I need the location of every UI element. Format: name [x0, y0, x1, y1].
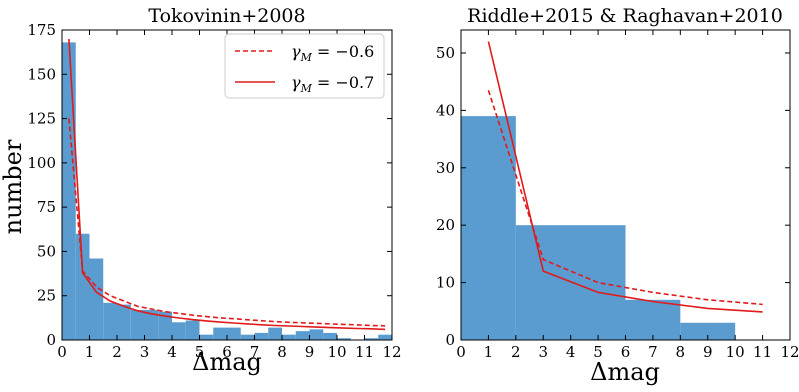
left-y-tick-label: 100	[27, 154, 56, 172]
left-bar	[240, 334, 255, 340]
left-bar	[172, 322, 186, 340]
left-x-tick-label: 0	[57, 343, 67, 361]
right-bar	[680, 322, 736, 340]
left-y-tick-label: 150	[27, 65, 56, 83]
right-x-tick-label: 1	[484, 343, 494, 361]
right-series-solid-line	[487, 41, 763, 313]
left-x-tick-label: 8	[277, 343, 287, 361]
left-x-tick-label: 1	[85, 343, 95, 361]
right-x-tick-label: 10	[726, 343, 745, 361]
left-bar	[227, 327, 241, 340]
left-histogram-bars	[62, 42, 392, 341]
left-y-tick-label: 0	[46, 331, 56, 349]
left-bar	[323, 332, 337, 340]
legend-entry-0: γM = −0.6	[291, 42, 374, 64]
left-bar	[144, 309, 159, 340]
right-x-tick-label: 6	[621, 343, 631, 361]
left-bar	[337, 338, 351, 340]
left-bar	[364, 338, 379, 340]
right-chart-title: Riddle+2015 & Raghavan+2010	[467, 5, 783, 27]
right-x-tick-label: 9	[703, 343, 713, 361]
left-x-tick-label: 5	[195, 343, 205, 361]
left-x-tick-label: 11	[355, 343, 374, 361]
left-y-axis-label: number	[0, 139, 27, 234]
left-panel: Tokovinin+2008 0 1 2 3 4 5 6 7 8 9 10 11 12025507510…	[0, 5, 402, 376]
left-bar	[309, 329, 324, 340]
right-x-tick-label: 5	[593, 343, 603, 361]
right-y-tick-label: 30	[436, 159, 455, 177]
right-y-tick-label: 40	[436, 101, 455, 119]
right-histogram-bars	[461, 116, 736, 340]
left-bar	[62, 42, 76, 341]
right-x-tick-label: 12	[780, 343, 799, 361]
right-x-tick-label: 8	[676, 343, 686, 361]
right-x-tick-label: 2	[511, 343, 521, 361]
left-x-tick-label: 2	[112, 343, 122, 361]
right-x-tick-label: 4	[566, 343, 576, 361]
left-x-axis-label: Δmag	[192, 348, 262, 376]
right-y-tick-label: 10	[436, 274, 455, 292]
legend: γM = −0.6 γM = −0.7	[224, 33, 385, 99]
left-x-tick-label: 10	[327, 343, 346, 361]
right-y-tick-label: 50	[436, 44, 455, 62]
right-x-tick-label: 7	[648, 343, 658, 361]
left-bar	[268, 327, 282, 340]
legend-entry-1: γM = −0.7	[291, 73, 374, 95]
left-bar	[199, 334, 214, 340]
right-x-tick-label: 0	[456, 343, 466, 361]
left-bar	[117, 304, 131, 340]
left-x-tick-label: 9	[305, 343, 315, 361]
left-series-solid-line	[68, 38, 386, 331]
left-bar	[89, 258, 104, 340]
left-y-tick-label: 25	[37, 287, 56, 305]
right-x-tick-label: 11	[753, 343, 772, 361]
right-model-curves	[487, 41, 763, 313]
left-x-tick-label: 6	[222, 343, 232, 361]
left-bar	[213, 327, 227, 340]
left-y-tick-label: 125	[27, 110, 56, 128]
right-bar	[625, 299, 681, 340]
right-bar	[461, 116, 516, 340]
right-y-tick-label: 0	[445, 331, 455, 349]
left-x-tick-label: 12	[382, 343, 401, 361]
left-chart-title: Tokovinin+2008	[148, 5, 305, 27]
left-series-dashed-line	[68, 118, 386, 327]
left-y-tick-label: 50	[37, 242, 56, 260]
left-x-tick-label: 4	[167, 343, 177, 361]
left-bar	[295, 331, 310, 340]
right-x-tick-label: 3	[538, 343, 548, 361]
left-y-tick-label: 75	[37, 198, 56, 216]
left-bar	[158, 311, 172, 340]
right-x-axis-label: Δmag	[590, 358, 660, 386]
left-bar	[254, 332, 269, 340]
left-model-curves	[68, 38, 386, 331]
left-bar	[75, 233, 90, 340]
left-bar	[282, 334, 296, 340]
left-bar	[378, 334, 392, 340]
left-x-tick-label: 3	[140, 343, 150, 361]
left-y-tick-label: 175	[27, 21, 56, 39]
left-bar	[130, 309, 145, 340]
left-bar	[185, 320, 200, 340]
right-y-tick-label: 20	[436, 216, 455, 234]
left-x-tick-label: 7	[250, 343, 260, 361]
right-panel: Riddle+2015 & Raghavan+2010 0 1 2 3 4 5 6 7 8 9 10…	[436, 5, 799, 386]
left-bar	[103, 302, 117, 340]
